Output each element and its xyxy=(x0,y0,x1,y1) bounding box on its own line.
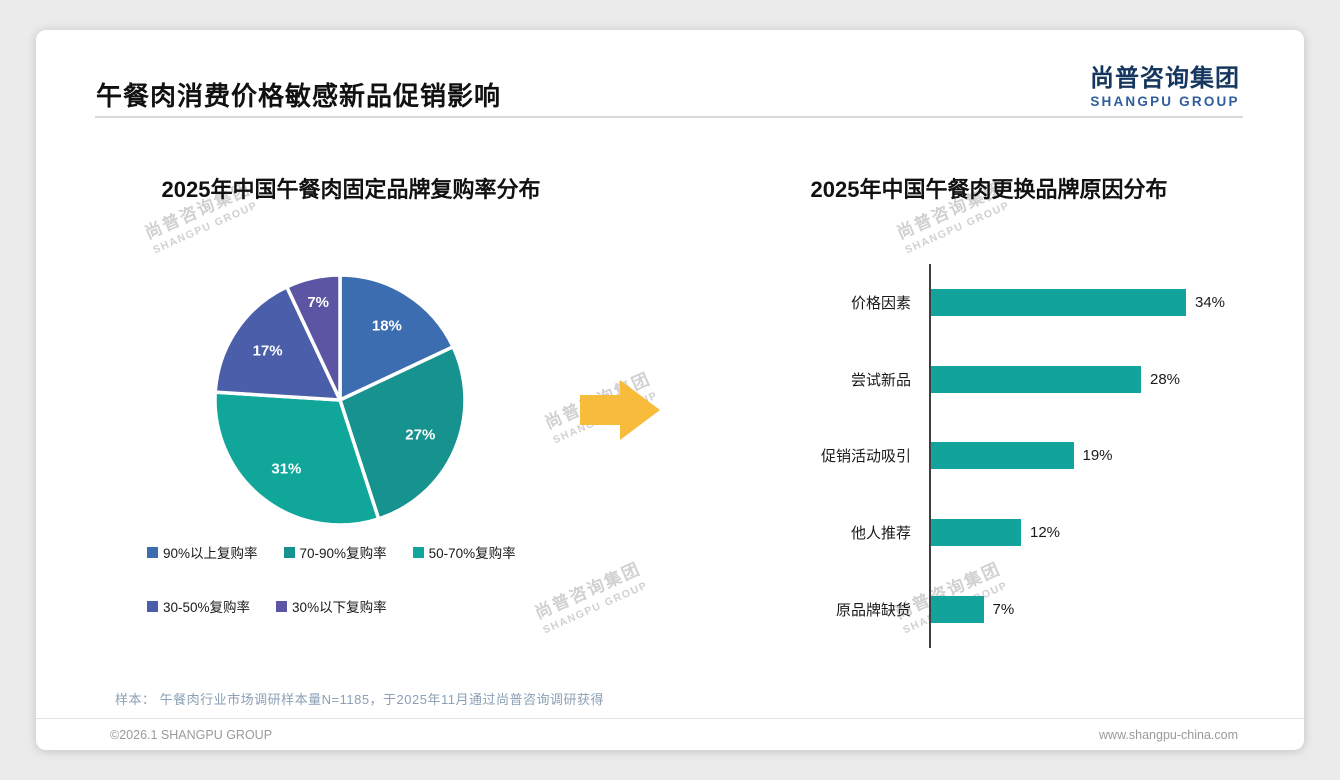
bar-value-label: 34% xyxy=(1195,293,1226,311)
bar-value-label: 7% xyxy=(992,601,1015,619)
legend-swatch-icon xyxy=(276,600,288,612)
legend-swatch-icon xyxy=(283,546,295,558)
page-title: 午餐肉消费价格敏感新品促销影响 xyxy=(96,81,502,111)
pie-legend-row-1: 90%以上复购率 70-90%复购率 50-70%复购率 xyxy=(147,542,516,562)
pie-slice-label: 7% xyxy=(307,294,329,311)
bar-row-1: 尝试新品 28% xyxy=(796,341,1276,418)
bar-fill xyxy=(931,365,1141,393)
pie-chart: 18% 27% 31% 17% 7% xyxy=(213,273,467,527)
bar-category-label: 价格因素 xyxy=(850,294,911,312)
footer: ©2026.1 SHANGPU GROUP www.shangpu-china.… xyxy=(110,728,1238,742)
legend-label: 50-70%复购率 xyxy=(428,546,516,561)
bar-fill xyxy=(931,288,1186,316)
pie-slice-label: 27% xyxy=(405,426,435,443)
bar-row-2: 促销活动吸引 19% xyxy=(796,418,1276,495)
bar-value-label: 12% xyxy=(1030,524,1061,542)
logo-text-cn: 尚普咨询集团 xyxy=(1090,65,1240,92)
legend-label: 30%以下复购率 xyxy=(292,600,387,615)
bar-fill xyxy=(931,519,1021,547)
pie-slice-0 xyxy=(338,273,455,402)
bar-value-label: 28% xyxy=(1150,370,1181,388)
bar-fill xyxy=(931,596,984,624)
legend-item-4: 30%以下复购率 xyxy=(276,596,387,616)
bar-category-label: 原品牌缺货 xyxy=(835,602,911,620)
legend-swatch-icon xyxy=(412,546,424,558)
bar-category-label: 他人推荐 xyxy=(850,525,911,543)
arrow-shape xyxy=(580,380,660,440)
legend-item-2: 50-70%复购率 xyxy=(412,542,516,562)
logo-text-en: SHANGPU GROUP xyxy=(1090,94,1240,109)
bar-row-0: 价格因素 34% xyxy=(796,264,1276,341)
bar-row-4: 原品牌缺货 7% xyxy=(796,571,1276,648)
legend-label: 30-50%复购率 xyxy=(163,600,251,615)
copyright-text: ©2026.1 SHANGPU GROUP xyxy=(110,728,273,742)
pie-slice-4 xyxy=(285,273,342,402)
bar-category-label: 促销活动吸引 xyxy=(820,448,911,466)
pie-slice-label: 17% xyxy=(253,342,283,359)
slide-card: 尚普咨询集团 SHANGPU GROUP 尚普咨询集团 SHANGPU GROU… xyxy=(36,30,1304,750)
watermark: 尚普咨询集团 SHANGPU GROUP xyxy=(504,543,675,648)
bar-category-label: 尝试新品 xyxy=(850,371,911,389)
legend-label: 90%以上复购率 xyxy=(163,546,258,561)
bar-rows: 价格因素 34% 尝试新品 28% 促销活动吸引 19% 他人推荐 12% 原品牌缺货 7% xyxy=(796,264,1276,648)
pie-slice-label: 18% xyxy=(372,318,402,335)
watermark-cn: 尚普咨询集团 xyxy=(532,559,644,623)
pie-slice-1 xyxy=(338,345,467,521)
website-text: www.shangpu-china.com xyxy=(1099,728,1238,742)
pie-slice-3 xyxy=(213,285,342,402)
bar-chart-axis xyxy=(929,264,931,648)
bar-value-label: 19% xyxy=(1082,447,1113,465)
title-divider xyxy=(95,116,1243,118)
pie-chart-title: 2025年中国午餐肉固定品牌复购率分布 xyxy=(161,177,541,202)
legend-swatch-icon xyxy=(147,546,158,558)
sample-note: 样本： 午餐肉行业市场调研样本量N=1185，于2025年11月通过尚普咨询调研… xyxy=(115,692,604,707)
legend-swatch-icon xyxy=(147,600,158,612)
legend-item-0: 90%以上复购率 xyxy=(147,542,258,562)
bar-chart: 价格因素 34% 尝试新品 28% 促销活动吸引 19% 他人推荐 12% 原品牌缺货 7% xyxy=(796,264,1276,648)
footer-divider xyxy=(36,718,1304,719)
pie-legend-row-2: 30-50%复购率 30%以下复购率 xyxy=(147,596,387,616)
legend-label: 70-90%复购率 xyxy=(299,546,387,561)
bar-chart-title: 2025年中国午餐肉更换品牌原因分布 xyxy=(810,177,1168,202)
pie-slice-2 xyxy=(213,390,381,527)
legend-item-3: 30-50%复购率 xyxy=(147,596,250,616)
legend-item-1: 70-90%复购率 xyxy=(283,542,387,562)
company-logo: 尚普咨询集团 SHANGPU GROUP xyxy=(1090,58,1240,109)
arrow-right-icon xyxy=(580,380,660,440)
bar-fill xyxy=(931,442,1074,470)
bar-row-3: 他人推荐 12% xyxy=(796,494,1276,571)
pie-slice-label: 31% xyxy=(271,461,301,478)
watermark-en: SHANGPU GROUP xyxy=(541,579,650,637)
